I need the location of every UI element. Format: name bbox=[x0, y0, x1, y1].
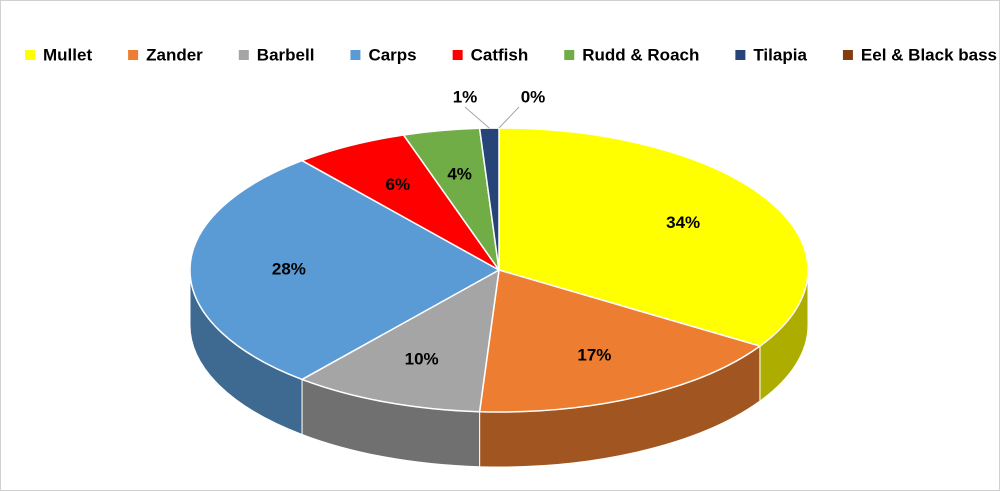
leader-line bbox=[498, 106, 520, 129]
legend-text: Mullet bbox=[43, 45, 92, 64]
legend-text: Carps bbox=[368, 45, 416, 64]
slice-label: 4% bbox=[447, 165, 472, 184]
legend-swatch bbox=[842, 50, 853, 60]
pie-slice bbox=[498, 127, 809, 347]
legend-swatch bbox=[452, 50, 463, 60]
slice-label: 0% bbox=[521, 87, 546, 106]
slice-label: 6% bbox=[385, 175, 410, 194]
legend-text: Barbell bbox=[257, 45, 315, 64]
pie-slice bbox=[300, 268, 500, 413]
slice-label: 28% bbox=[272, 259, 306, 278]
legend-swatch bbox=[350, 50, 361, 60]
legend-text: Rudd & Roach bbox=[582, 45, 699, 64]
pie-slice bbox=[478, 127, 500, 271]
pie-slice bbox=[189, 159, 501, 381]
legend-swatch bbox=[128, 50, 139, 60]
legend-swatch bbox=[735, 50, 746, 60]
pie-slice bbox=[478, 269, 762, 413]
legend-swatch bbox=[564, 50, 575, 60]
pie-tops bbox=[189, 127, 809, 413]
leader-line bbox=[464, 106, 490, 129]
slice-label: 34% bbox=[666, 213, 700, 232]
legend-swatch bbox=[25, 50, 35, 60]
slice-label: 10% bbox=[405, 349, 439, 368]
slice-label: 1% bbox=[453, 87, 478, 106]
slice-label: 17% bbox=[577, 346, 611, 365]
legend-text: Zander bbox=[146, 45, 203, 64]
legend-swatch bbox=[238, 50, 249, 60]
legend-text: Tilapia bbox=[753, 45, 807, 64]
slice-labels: 34% 17% 10% 28% 6% 4% 1% 0% bbox=[272, 87, 700, 368]
legend-text: Catfish bbox=[471, 45, 529, 64]
legend: Mullet Zander Barbell Carps Catfish Rudd & Ro… bbox=[25, 45, 997, 64]
legend-text: Eel & Black bass bbox=[861, 45, 997, 64]
